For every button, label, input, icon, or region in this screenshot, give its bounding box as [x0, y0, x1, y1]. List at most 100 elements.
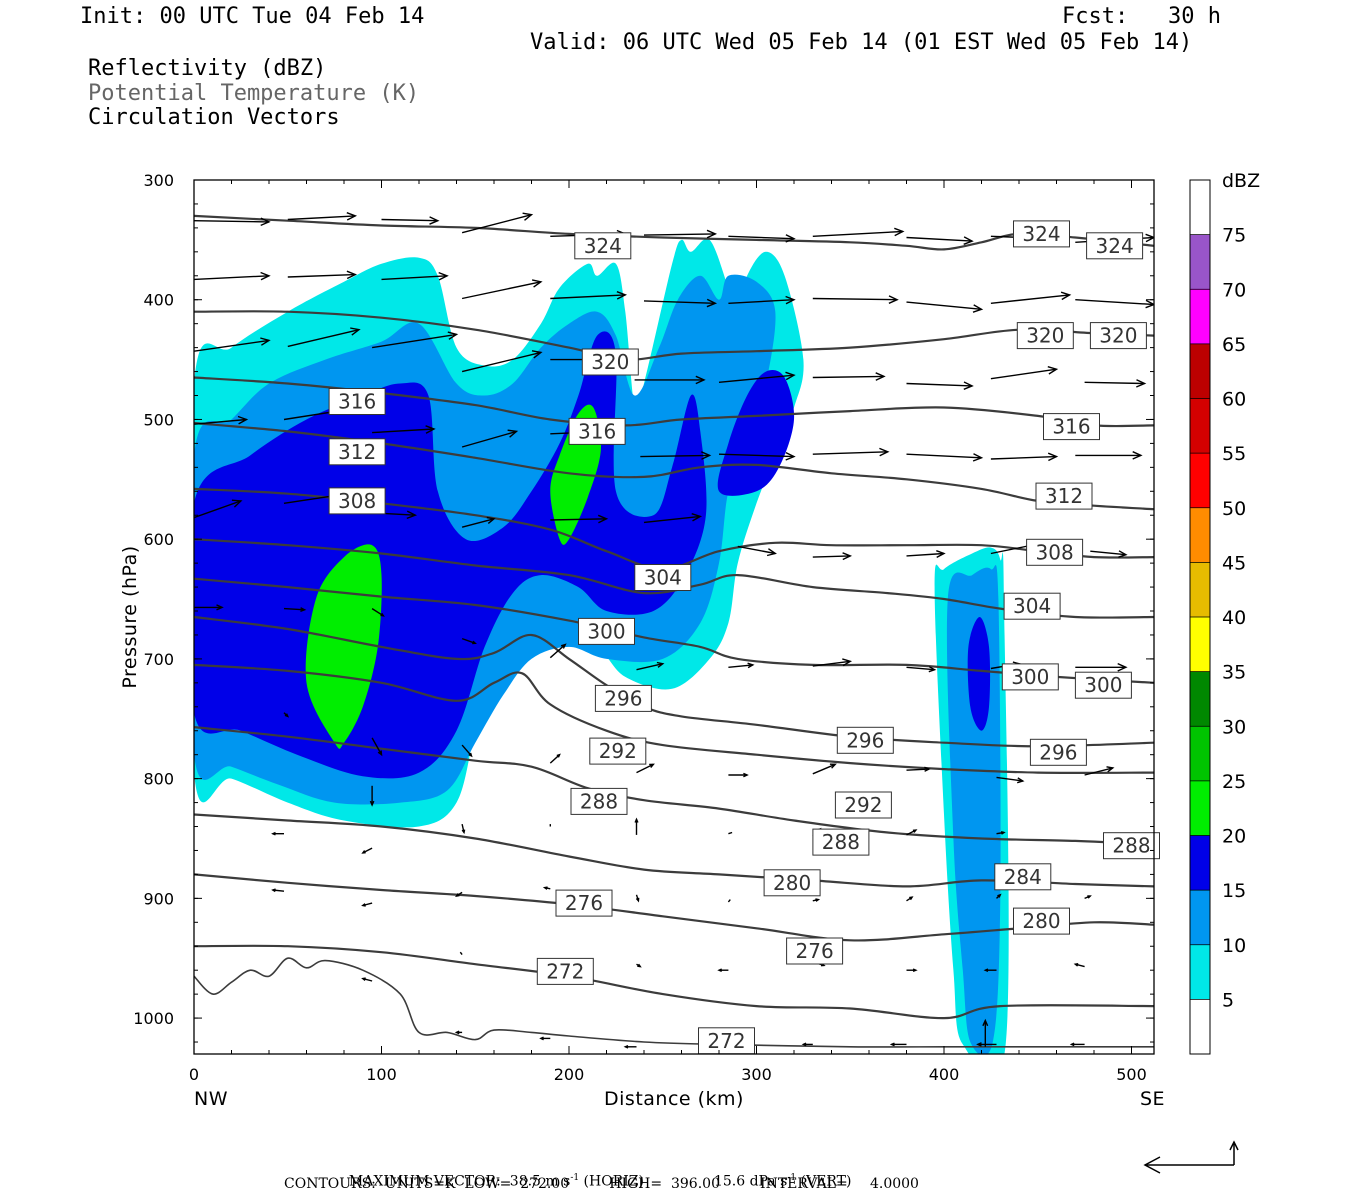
contour-label-300-15: 300 — [578, 617, 635, 645]
contour-label-324-0: 324 — [574, 232, 632, 260]
contour-label-312-9: 312 — [328, 438, 386, 466]
svg-text:288: 288 — [822, 830, 860, 854]
colorbar-frame — [1189, 179, 1211, 1055]
colorbar-swatch-2 — [1190, 835, 1210, 891]
circulation-vector-110 — [976, 1042, 997, 1047]
svg-text:324: 324 — [1022, 222, 1060, 246]
contour-label-296-18: 296 — [594, 684, 652, 712]
circulation-vector-38 — [640, 451, 712, 460]
contour-label-316-6: 316 — [328, 388, 386, 415]
contour-label-296-20: 296 — [1029, 738, 1087, 766]
contour-label-272-32: 272 — [698, 1027, 755, 1055]
circulation-vector-98 — [636, 963, 642, 968]
colorbar-swatch-below-5 — [1190, 999, 1210, 1054]
circulation-vector-97 — [459, 951, 463, 956]
theta-contour-304 — [194, 538, 1154, 619]
theta-contour-292 — [194, 663, 1154, 774]
svg-text:300: 300 — [1084, 673, 1122, 697]
y-tick-label-600: 600 — [143, 530, 174, 549]
circulation-vector-13 — [381, 271, 449, 281]
circulation-vector-63 — [906, 666, 937, 673]
circulation-vector-75 — [1084, 766, 1115, 776]
circulation-vector-99 — [717, 968, 729, 973]
x-left-label: NW — [194, 1088, 228, 1110]
circulation-vector-102 — [983, 968, 997, 973]
svg-text:320: 320 — [1099, 324, 1137, 348]
circulation-vector-48 — [550, 514, 609, 524]
svg-text:292: 292 — [844, 793, 882, 817]
colorbar-label-65: 65 — [1222, 334, 1246, 356]
circulation-vector-0 — [194, 217, 271, 227]
x-tick-label-100: 100 — [366, 1065, 397, 1084]
circulation-vector-28 — [718, 371, 796, 383]
circulation-vector-47 — [461, 516, 496, 528]
contour-label-280-27: 280 — [763, 869, 821, 897]
y-tick-label-900: 900 — [143, 889, 174, 908]
theta-contour-320 — [194, 310, 1154, 361]
circulation-vector-22 — [194, 337, 271, 352]
circulation-vector-66 — [283, 712, 290, 718]
circulation-vector-71 — [728, 772, 749, 778]
field-reflectivity: Reflectivity (dBZ) — [88, 56, 327, 81]
circulation-vector-42 — [990, 452, 1059, 462]
circulation-vector-94 — [906, 896, 914, 902]
x-right-label: SE — [1140, 1088, 1165, 1110]
y-axis-label: Pressure (hPa) — [119, 545, 141, 688]
contour-label-288-25: 288 — [1103, 832, 1160, 860]
contour-label-272-31: 272 — [536, 957, 594, 985]
circulation-vector-35 — [372, 425, 436, 434]
circulation-vector-32 — [1084, 379, 1147, 388]
colorbar-swatch-9 — [1190, 453, 1210, 508]
max-vector-horiz-tag: (HORIZ) — [579, 1173, 644, 1190]
svg-text:316: 316 — [578, 419, 616, 443]
colorbar-label-50: 50 — [1222, 498, 1246, 520]
max-vector-vert-exp: -1 — [787, 1173, 797, 1183]
colorbar-swatch-11 — [1190, 343, 1210, 399]
colorbar-label-75: 75 — [1222, 225, 1246, 247]
svg-text:304: 304 — [644, 566, 682, 590]
theta-contour-272 — [194, 957, 1154, 1048]
contour-label-320-4: 320 — [1016, 322, 1074, 350]
circulation-vector-17 — [728, 295, 796, 305]
contour-label-308-12: 308 — [1026, 538, 1084, 566]
circulation-vector-8 — [906, 236, 974, 245]
colorbar-label-10: 10 — [1222, 935, 1246, 957]
circulation-vector-59 — [549, 643, 567, 659]
circulation-vector-33 — [194, 415, 249, 425]
circulation-vector-43 — [1075, 451, 1143, 460]
colorbar: 5 10 15 20 25 30 35 40 45 50 55 60 65 70 75 — [1189, 179, 1246, 1055]
x-axis-label: Distance (km) — [604, 1088, 744, 1110]
max-vector-note: MAXIMUM VECTOR: 38.5 m s-1 (HORIZ) 15.6 d… — [340, 1157, 852, 1190]
theta-contour-300 — [194, 577, 1154, 684]
colorbar-swatch-6 — [1190, 617, 1210, 672]
circulation-vector-96 — [1084, 895, 1092, 900]
circulation-vector-107 — [623, 1044, 637, 1049]
contour-label-276-29: 276 — [555, 889, 613, 917]
colorbar-label-15: 15 — [1222, 880, 1246, 902]
y-tick-label-700: 700 — [143, 650, 174, 669]
svg-text:296: 296 — [604, 686, 642, 710]
circulation-vector-109 — [889, 1042, 907, 1047]
plot-frame — [193, 179, 1155, 1055]
reference-vector-icon — [1143, 1140, 1239, 1174]
colorbar-label-55: 55 — [1222, 443, 1246, 465]
circulation-vector-93 — [812, 898, 821, 902]
circulation-vector-111 — [1069, 1042, 1085, 1047]
svg-text:312: 312 — [338, 440, 376, 464]
colorbar-label-35: 35 — [1222, 662, 1246, 684]
theta-contour-276 — [194, 944, 1154, 1020]
valid-time: Valid: 06 UTC Wed 05 Feb 14 (01 EST Wed … — [530, 30, 1193, 55]
svg-text:308: 308 — [1036, 540, 1074, 564]
svg-text:288: 288 — [580, 789, 618, 813]
circulation-vector-83 — [996, 831, 1006, 835]
colorbar-swatch-7 — [1190, 562, 1210, 617]
circulation-vector-89 — [455, 891, 463, 897]
circulation-vector-108 — [801, 1042, 813, 1047]
circulation-vector-57 — [371, 608, 385, 617]
circulation-vector-2 — [381, 216, 440, 225]
y-tick-label-400: 400 — [143, 291, 174, 310]
circulation-vector-36 — [461, 429, 519, 448]
svg-text:292: 292 — [599, 739, 637, 763]
svg-text:300: 300 — [587, 619, 625, 643]
